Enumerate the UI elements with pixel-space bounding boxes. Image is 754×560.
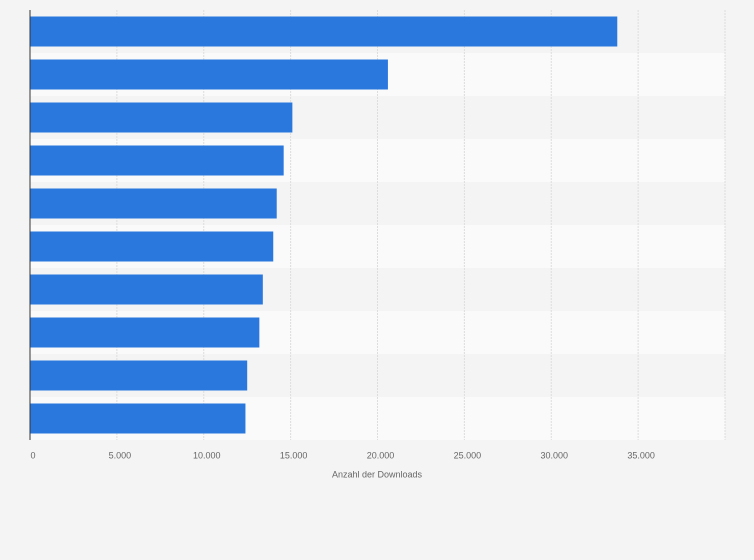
bar <box>30 231 274 262</box>
x-tick-label: 30.000 <box>540 450 568 460</box>
bar <box>30 16 618 47</box>
x-tick-label: 15.000 <box>280 450 308 460</box>
bar <box>30 360 248 391</box>
x-axis-label: Anzahl der Downloads <box>332 469 423 479</box>
bar <box>30 274 263 305</box>
bar <box>30 188 277 219</box>
bar <box>30 403 246 434</box>
x-tick-label: 20.000 <box>367 450 395 460</box>
x-tick-label: 25.000 <box>454 450 482 460</box>
x-tick-label: 5.000 <box>109 450 132 460</box>
bar <box>30 102 293 133</box>
bar <box>30 317 260 348</box>
x-tick-label: 0 <box>30 450 35 460</box>
bar <box>30 59 388 90</box>
x-tick-label: 35.000 <box>627 450 655 460</box>
bar <box>30 145 284 176</box>
x-tick-label: 10.000 <box>193 450 221 460</box>
